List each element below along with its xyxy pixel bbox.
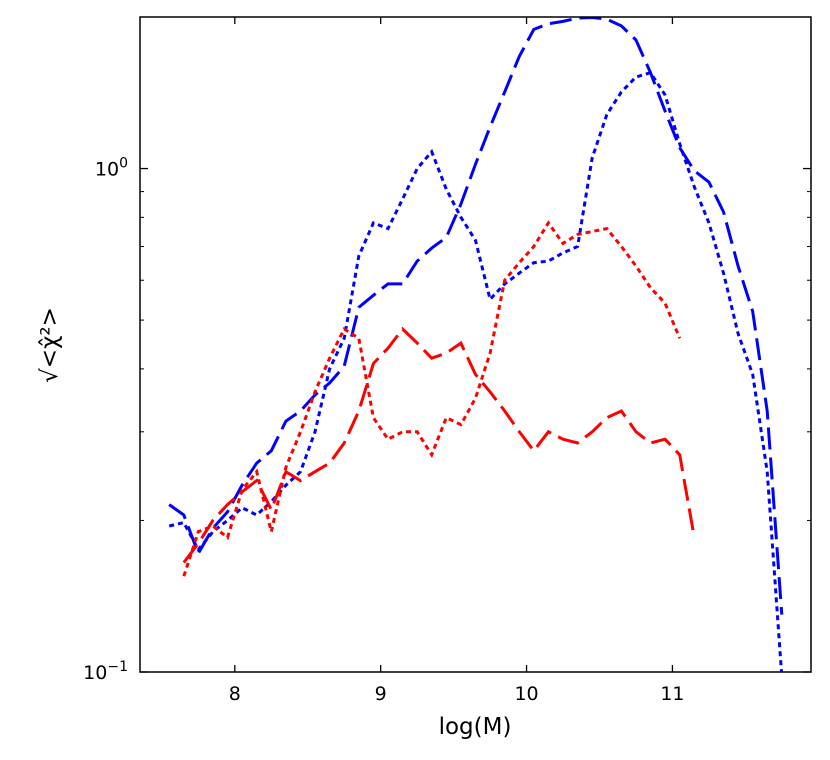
x-tick-label: 9: [375, 683, 387, 705]
series-line-1: [168, 17, 784, 615]
x-tick-label: 10: [514, 683, 538, 705]
x-tick-label: 8: [229, 683, 241, 705]
x-axis-title: log(M): [439, 714, 512, 740]
y-axis-title: √<χ̂²>: [37, 307, 63, 383]
x-tick-label: 11: [660, 683, 684, 705]
y-tick-label: 100: [95, 156, 128, 181]
series-line-2: [168, 70, 783, 672]
y-tick-label: 10−1: [83, 659, 128, 684]
series-line-3: [182, 326, 696, 564]
plot-frame: [139, 16, 812, 673]
series-line-4: [182, 220, 682, 577]
